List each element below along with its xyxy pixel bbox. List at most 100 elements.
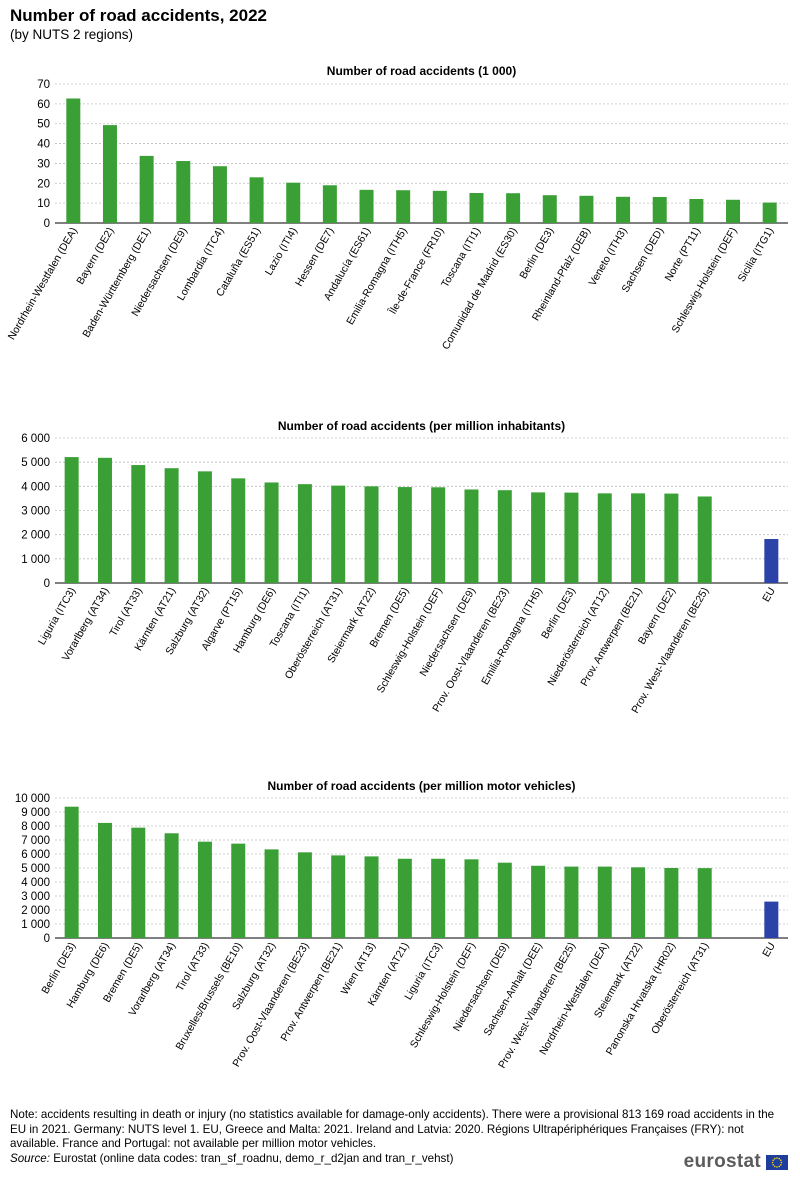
category-label: Berlin (DE3) [39, 941, 78, 997]
category-label: Berlin (DE3) [517, 226, 556, 282]
bar [564, 492, 579, 583]
bar [264, 849, 279, 938]
bar [464, 859, 479, 938]
category-label: Berlin (DE3) [539, 586, 578, 642]
category-label: Niederösterreich (AT12) [545, 586, 611, 688]
chart-accidents-per-million-vehicles: Number of road accidents (per million mo… [15, 779, 788, 1071]
bar [616, 196, 631, 223]
bar [631, 867, 646, 938]
category-label: Norte (PT11) [663, 226, 703, 284]
category-label: Prov. West-Vlaanderen (BE25) [629, 586, 711, 716]
chart-title: Number of road accidents (1 000) [327, 64, 516, 78]
bar [286, 182, 301, 223]
bar [497, 862, 512, 938]
bar [397, 487, 412, 583]
category-label: Bayern (DE2) [74, 226, 116, 287]
bar [197, 841, 212, 938]
category-label: Toscana (ITI1) [439, 225, 483, 289]
page-title: Number of road accidents, 2022 [10, 6, 267, 25]
category-label: Tirol (AT33) [107, 586, 145, 639]
eurostat-logo: eurostat [684, 1151, 788, 1173]
bar [364, 856, 379, 938]
bar [597, 493, 612, 583]
bar [431, 487, 446, 583]
category-label: Hessen (DE7) [293, 226, 336, 289]
bar-eu [764, 539, 779, 583]
y-tick-label: 7 000 [21, 835, 50, 847]
bar [249, 177, 264, 223]
y-tick-label: 5 000 [21, 457, 50, 469]
category-label: Schleswig-Holstein (DEF) [375, 586, 445, 696]
y-tick-label: 2 000 [21, 530, 50, 542]
category-label: Sachsen-Anhalt (DEE) [481, 941, 544, 1038]
category-label: Veneto (ITH3) [587, 226, 630, 289]
bar [432, 190, 447, 223]
y-tick-label: 40 [37, 139, 50, 151]
source-text: Eurostat (online data codes: tran_sf_roa… [49, 1151, 454, 1165]
y-tick-label: 30 [37, 158, 50, 170]
bar [102, 125, 117, 223]
bar [579, 195, 594, 223]
chart-title: Number of road accidents (per million in… [278, 419, 565, 433]
bar [396, 190, 411, 223]
bar [322, 185, 337, 223]
bar [212, 166, 227, 223]
bar [531, 865, 546, 938]
y-tick-label: 5 000 [21, 863, 50, 875]
y-tick-label: 8 000 [21, 821, 50, 833]
y-tick-label: 70 [37, 79, 50, 91]
y-tick-label: 60 [37, 99, 50, 111]
bar [264, 482, 279, 583]
category-label: Baden-Württemberg (DE1) [80, 226, 153, 340]
bar [331, 855, 346, 938]
bar [364, 486, 379, 583]
bar [139, 155, 154, 223]
chart-accidents-per-million-inhabitants: Number of road accidents (per million in… [21, 419, 788, 716]
category-label: Lazio (ITI4) [263, 226, 300, 278]
bar [762, 202, 777, 223]
y-tick-label: 3 000 [21, 891, 50, 903]
chart-title: Number of road accidents (per million mo… [267, 779, 575, 793]
category-label: EU [760, 941, 778, 960]
y-tick-label: 10 [37, 198, 50, 210]
bar [97, 822, 112, 938]
category-label: Schleswig-Holstein (DEF) [408, 941, 478, 1051]
page-subtitle: (by NUTS 2 regions) [10, 27, 134, 42]
bar [542, 195, 557, 223]
bar [631, 493, 646, 583]
bar [664, 868, 679, 938]
bar [652, 196, 667, 223]
bar [697, 496, 712, 583]
bar [431, 858, 446, 938]
eu-flag-icon [766, 1154, 788, 1170]
category-label: Prov. Antwerpen (BE21) [578, 586, 644, 689]
source-label: Source: [10, 1151, 50, 1165]
category-label: Sicilia (ITG1) [736, 226, 777, 285]
bar [689, 198, 704, 223]
category-label: Comunidad de Madrid (ES30) [440, 226, 520, 352]
bar [397, 858, 412, 938]
category-label: Bruxelles/Brussels (BE10) [173, 941, 244, 1053]
y-tick-label: 20 [37, 178, 50, 190]
bar [131, 827, 146, 938]
footer-note: Note: accidents resulting in death or in… [10, 1108, 775, 1150]
y-tick-label: 1 000 [21, 919, 50, 931]
y-tick-label: 0 [44, 578, 50, 590]
bar [697, 868, 712, 938]
y-tick-label: 9 000 [21, 807, 50, 819]
bar [164, 833, 179, 938]
chart-accidents-thousand: Number of road accidents (1 000) 0 10 20 30 4… [6, 64, 788, 352]
bar [497, 490, 512, 583]
footer-source: Source: Eurostat (online data codes: tra… [10, 1152, 790, 1167]
bar [564, 866, 579, 938]
y-tick-label: 4 000 [21, 877, 50, 889]
logo-text: eurostat [683, 1151, 761, 1172]
bar [131, 465, 146, 583]
bar [331, 485, 346, 583]
y-tick-label: 6 000 [21, 849, 50, 861]
y-tick-label: 6 000 [21, 433, 50, 445]
y-tick-label: 0 [44, 933, 50, 945]
y-tick-label: 10 000 [15, 793, 50, 805]
category-label: Tirol (AT33) [174, 941, 212, 994]
bar [64, 806, 79, 938]
